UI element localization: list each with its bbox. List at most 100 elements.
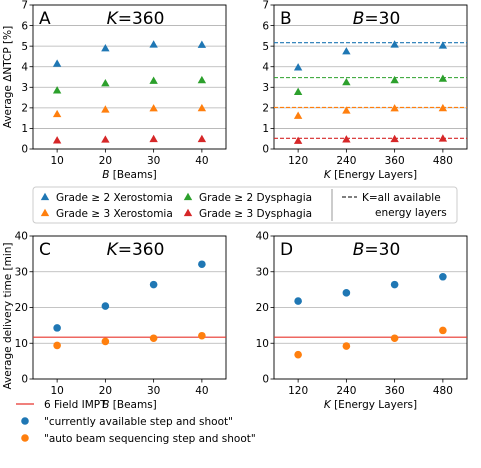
data-point [197,134,207,143]
x-axis-label-var: K [324,399,332,411]
data-point [149,280,158,289]
legend-label: Grade ≥ 3 Xerostomia [56,208,173,220]
y-tick-label: 1 [21,123,28,135]
legend-label: Grade ≥ 2 Dysphagia [199,192,312,204]
axes-frame [32,235,227,380]
legend-marker-blue-triangle [40,192,50,201]
dashed-legend-label-2: energy layers [375,207,447,219]
data-point [342,289,351,297]
x-tick-label: 40 [195,385,208,397]
legend-label: "currently available step and shoot" [44,416,233,428]
x-axis-label-var: B [102,169,109,181]
data-point [438,134,448,142]
legend-label: Grade ≥ 3 Dysphagia [199,208,312,220]
panel-label: C [39,240,51,260]
data-point [149,104,158,112]
x-tick-label: 360 [385,385,405,397]
y-tick-label: 30 [15,266,28,278]
data-point [52,136,62,144]
top-legend: Grade ≥ 2 Xerostomia Grade ≥ 3 Xerostomia… [32,186,458,224]
x-tick-label: 120 [288,385,308,397]
x-axis-label-var: K [324,169,332,181]
data-point [294,350,302,359]
y-tick-label: 1 [262,123,269,135]
x-tick-label: 360 [385,155,405,167]
data-point [342,77,351,86]
y-tick-label: 4 [262,61,269,73]
x-tick-label: 30 [147,385,160,397]
panel-title-var: K [107,9,120,29]
data-point [197,103,207,112]
data-point [439,272,447,281]
data-point [101,302,110,310]
data-point [101,44,110,52]
ylabel-bottom: Average delivery time [min] [2,242,14,389]
x-axis-label-var: B [102,399,109,411]
panel-title: B=30 [353,9,401,29]
y-tick-label: 0 [262,374,269,386]
x-tick-label: 120 [288,155,308,167]
y-tick-label: 2 [262,103,269,115]
data-point [149,334,158,343]
y-tick-label: 10 [256,338,269,350]
data-point [149,76,158,84]
x-tick-label: 20 [99,385,112,397]
x-tick-label: 40 [195,155,208,167]
top-legend-items: Grade ≥ 2 Xerostomia Grade ≥ 3 Xerostomia… [40,192,312,220]
legend-label: 6 Field IMPT [44,399,107,411]
legend-marker-blue-circle [21,417,29,425]
panel-label: D [280,240,293,260]
y-tick-label: 0 [262,144,269,156]
x-axis-label-text: [Beams] [109,399,156,411]
y-tick-label: 30 [256,266,269,278]
data-point [390,280,399,289]
y-tick-label: 3 [262,82,269,94]
data-point [101,78,110,87]
y-tick-label: 7 [262,0,269,12]
data-point [342,106,351,114]
x-axis-label-text: [Energy Layers] [331,399,417,411]
x-tick-label: 10 [50,155,63,167]
x-tick-label: 480 [433,385,453,397]
x-tick-label: 10 [50,385,63,397]
data-point [101,105,110,113]
panel-title-value: =30 [364,240,400,260]
x-axis-label: B [Beams] [102,169,157,181]
y-tick-label: 5 [21,41,28,53]
y-tick-label: 7 [21,0,28,12]
data-point [390,134,399,143]
panel-label: B [280,9,292,29]
data-point [101,337,110,346]
data-point [439,326,447,335]
axes-frame [273,235,468,380]
data-point [294,297,302,305]
data-point [390,334,399,343]
y-tick-label: 20 [15,302,28,314]
x-axis-label-text: [Energy Layers] [331,169,417,181]
x-tick-label: 30 [147,155,160,167]
top-legend-frame [32,186,458,224]
panel-title-var: B [353,240,365,260]
y-tick-label: 40 [15,231,28,243]
panel-c: 0 10 20 30 40 10 20 30 40 B [Beams] C K=360 [15,231,227,411]
axes-frame [32,4,227,150]
data-point [293,136,303,144]
data-point [438,41,448,49]
y-tick-label: 6 [262,20,269,32]
panel-title-value: =30 [364,9,400,29]
data-point [52,86,62,94]
y-tick-label: 10 [15,338,28,350]
panel-title: K=360 [107,240,165,260]
y-tick-label: 5 [262,41,269,53]
y-tick-label: 2 [21,103,28,115]
x-axis-label: K [Energy Layers] [324,399,417,411]
legend-marker-orange-triangle [40,208,50,217]
x-tick-label: 240 [336,385,356,397]
x-axis-label: B [Beams] [102,399,157,411]
y-tick-label: 0 [21,144,28,156]
data-point [293,87,303,95]
legend-marker-green-triangle [183,192,193,201]
